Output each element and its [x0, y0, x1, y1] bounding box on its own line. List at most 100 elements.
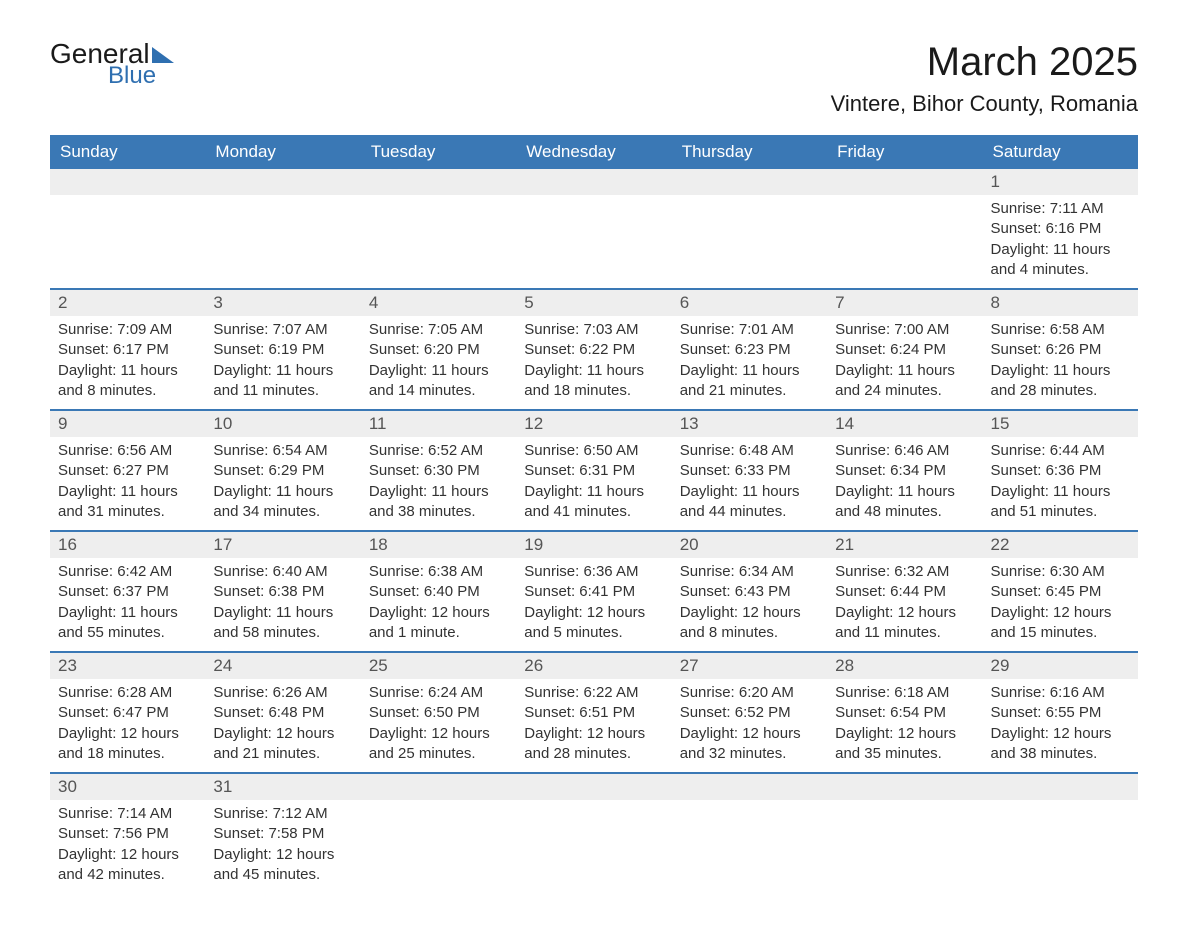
- sunset-text: Sunset: 6:17 PM: [58, 340, 197, 360]
- day-number: [50, 169, 205, 195]
- daylight-text: Daylight: 12 hours and 18 minutes.: [58, 724, 197, 765]
- sunset-text: Sunset: 6:16 PM: [991, 219, 1130, 239]
- sunset-text: Sunset: 6:36 PM: [991, 461, 1130, 481]
- sunrise-text: Sunrise: 7:03 AM: [524, 320, 663, 340]
- title-block: March 2025 Vintere, Bihor County, Romani…: [831, 40, 1138, 117]
- day-number: 28: [827, 653, 982, 679]
- sunrise-text: Sunrise: 6:50 AM: [524, 441, 663, 461]
- daylight-text: Daylight: 11 hours and 18 minutes.: [524, 361, 663, 402]
- calendar-cell: 9Sunrise: 6:56 AMSunset: 6:27 PMDaylight…: [50, 410, 205, 531]
- daylight-text: Daylight: 11 hours and 11 minutes.: [213, 361, 352, 402]
- day-number: 3: [205, 290, 360, 316]
- sunrise-text: Sunrise: 6:56 AM: [58, 441, 197, 461]
- sunset-text: Sunset: 6:50 PM: [369, 703, 508, 723]
- day-number: 25: [361, 653, 516, 679]
- daylight-text: Daylight: 11 hours and 24 minutes.: [835, 361, 974, 402]
- day-data: Sunrise: 6:18 AMSunset: 6:54 PMDaylight:…: [827, 679, 982, 772]
- calendar-body: 1Sunrise: 7:11 AMSunset: 6:16 PMDaylight…: [50, 169, 1138, 893]
- weekday-header: Thursday: [672, 135, 827, 169]
- calendar-cell: [361, 773, 516, 893]
- daylight-text: Daylight: 11 hours and 38 minutes.: [369, 482, 508, 523]
- logo-text-bottom: Blue: [108, 64, 174, 88]
- daylight-text: Daylight: 12 hours and 21 minutes.: [213, 724, 352, 765]
- day-data: Sunrise: 6:50 AMSunset: 6:31 PMDaylight:…: [516, 437, 671, 530]
- daylight-text: Daylight: 12 hours and 8 minutes.: [680, 603, 819, 644]
- day-number: 14: [827, 411, 982, 437]
- day-data: [983, 800, 1138, 812]
- calendar-week-row: 23Sunrise: 6:28 AMSunset: 6:47 PMDayligh…: [50, 652, 1138, 773]
- sunrise-text: Sunrise: 6:40 AM: [213, 562, 352, 582]
- day-data: [205, 195, 360, 207]
- day-number: 15: [983, 411, 1138, 437]
- sunrise-text: Sunrise: 6:46 AM: [835, 441, 974, 461]
- sunset-text: Sunset: 7:58 PM: [213, 824, 352, 844]
- calendar-cell: 16Sunrise: 6:42 AMSunset: 6:37 PMDayligh…: [50, 531, 205, 652]
- sunset-text: Sunset: 6:47 PM: [58, 703, 197, 723]
- sunrise-text: Sunrise: 7:01 AM: [680, 320, 819, 340]
- sunset-text: Sunset: 6:29 PM: [213, 461, 352, 481]
- sunset-text: Sunset: 6:33 PM: [680, 461, 819, 481]
- day-data: Sunrise: 6:58 AMSunset: 6:26 PMDaylight:…: [983, 316, 1138, 409]
- day-number: 17: [205, 532, 360, 558]
- day-data: Sunrise: 6:42 AMSunset: 6:37 PMDaylight:…: [50, 558, 205, 651]
- sunset-text: Sunset: 6:51 PM: [524, 703, 663, 723]
- weekday-header-row: Sunday Monday Tuesday Wednesday Thursday…: [50, 135, 1138, 169]
- day-data: Sunrise: 7:07 AMSunset: 6:19 PMDaylight:…: [205, 316, 360, 409]
- day-data: Sunrise: 6:40 AMSunset: 6:38 PMDaylight:…: [205, 558, 360, 651]
- calendar-cell: 8Sunrise: 6:58 AMSunset: 6:26 PMDaylight…: [983, 289, 1138, 410]
- calendar-cell: 12Sunrise: 6:50 AMSunset: 6:31 PMDayligh…: [516, 410, 671, 531]
- day-number: 24: [205, 653, 360, 679]
- sunrise-text: Sunrise: 6:30 AM: [991, 562, 1130, 582]
- day-data: Sunrise: 7:00 AMSunset: 6:24 PMDaylight:…: [827, 316, 982, 409]
- sunrise-text: Sunrise: 6:38 AM: [369, 562, 508, 582]
- sunrise-text: Sunrise: 7:09 AM: [58, 320, 197, 340]
- daylight-text: Daylight: 11 hours and 51 minutes.: [991, 482, 1130, 523]
- day-data: [672, 800, 827, 812]
- daylight-text: Daylight: 12 hours and 28 minutes.: [524, 724, 663, 765]
- calendar-cell: 31Sunrise: 7:12 AMSunset: 7:58 PMDayligh…: [205, 773, 360, 893]
- calendar-cell: 23Sunrise: 6:28 AMSunset: 6:47 PMDayligh…: [50, 652, 205, 773]
- sunrise-text: Sunrise: 7:11 AM: [991, 199, 1130, 219]
- day-data: Sunrise: 7:05 AMSunset: 6:20 PMDaylight:…: [361, 316, 516, 409]
- daylight-text: Daylight: 12 hours and 45 minutes.: [213, 845, 352, 886]
- calendar-cell: [361, 169, 516, 289]
- sunset-text: Sunset: 6:48 PM: [213, 703, 352, 723]
- day-data: [827, 195, 982, 207]
- calendar-cell: [672, 169, 827, 289]
- sunset-text: Sunset: 6:54 PM: [835, 703, 974, 723]
- calendar-cell: 24Sunrise: 6:26 AMSunset: 6:48 PMDayligh…: [205, 652, 360, 773]
- sunrise-text: Sunrise: 6:48 AM: [680, 441, 819, 461]
- daylight-text: Daylight: 11 hours and 58 minutes.: [213, 603, 352, 644]
- calendar-cell: 29Sunrise: 6:16 AMSunset: 6:55 PMDayligh…: [983, 652, 1138, 773]
- sunrise-text: Sunrise: 7:00 AM: [835, 320, 974, 340]
- day-data: Sunrise: 6:30 AMSunset: 6:45 PMDaylight:…: [983, 558, 1138, 651]
- daylight-text: Daylight: 12 hours and 5 minutes.: [524, 603, 663, 644]
- day-number: [983, 774, 1138, 800]
- daylight-text: Daylight: 12 hours and 1 minute.: [369, 603, 508, 644]
- day-data: Sunrise: 7:09 AMSunset: 6:17 PMDaylight:…: [50, 316, 205, 409]
- day-number: [361, 169, 516, 195]
- calendar-week-row: 2Sunrise: 7:09 AMSunset: 6:17 PMDaylight…: [50, 289, 1138, 410]
- sunset-text: Sunset: 6:52 PM: [680, 703, 819, 723]
- sunrise-text: Sunrise: 6:52 AM: [369, 441, 508, 461]
- sunrise-text: Sunrise: 6:32 AM: [835, 562, 974, 582]
- calendar-cell: 17Sunrise: 6:40 AMSunset: 6:38 PMDayligh…: [205, 531, 360, 652]
- day-number: [672, 774, 827, 800]
- daylight-text: Daylight: 11 hours and 34 minutes.: [213, 482, 352, 523]
- calendar-cell: 4Sunrise: 7:05 AMSunset: 6:20 PMDaylight…: [361, 289, 516, 410]
- calendar-cell: [827, 169, 982, 289]
- calendar-cell: 2Sunrise: 7:09 AMSunset: 6:17 PMDaylight…: [50, 289, 205, 410]
- day-data: Sunrise: 6:26 AMSunset: 6:48 PMDaylight:…: [205, 679, 360, 772]
- day-number: 7: [827, 290, 982, 316]
- sunset-text: Sunset: 6:55 PM: [991, 703, 1130, 723]
- calendar-cell: 15Sunrise: 6:44 AMSunset: 6:36 PMDayligh…: [983, 410, 1138, 531]
- daylight-text: Daylight: 12 hours and 15 minutes.: [991, 603, 1130, 644]
- day-number: 6: [672, 290, 827, 316]
- day-data: [672, 195, 827, 207]
- day-data: Sunrise: 6:32 AMSunset: 6:44 PMDaylight:…: [827, 558, 982, 651]
- day-number: 20: [672, 532, 827, 558]
- sunset-text: Sunset: 6:40 PM: [369, 582, 508, 602]
- calendar-week-row: 9Sunrise: 6:56 AMSunset: 6:27 PMDaylight…: [50, 410, 1138, 531]
- calendar-cell: 10Sunrise: 6:54 AMSunset: 6:29 PMDayligh…: [205, 410, 360, 531]
- day-number: [827, 774, 982, 800]
